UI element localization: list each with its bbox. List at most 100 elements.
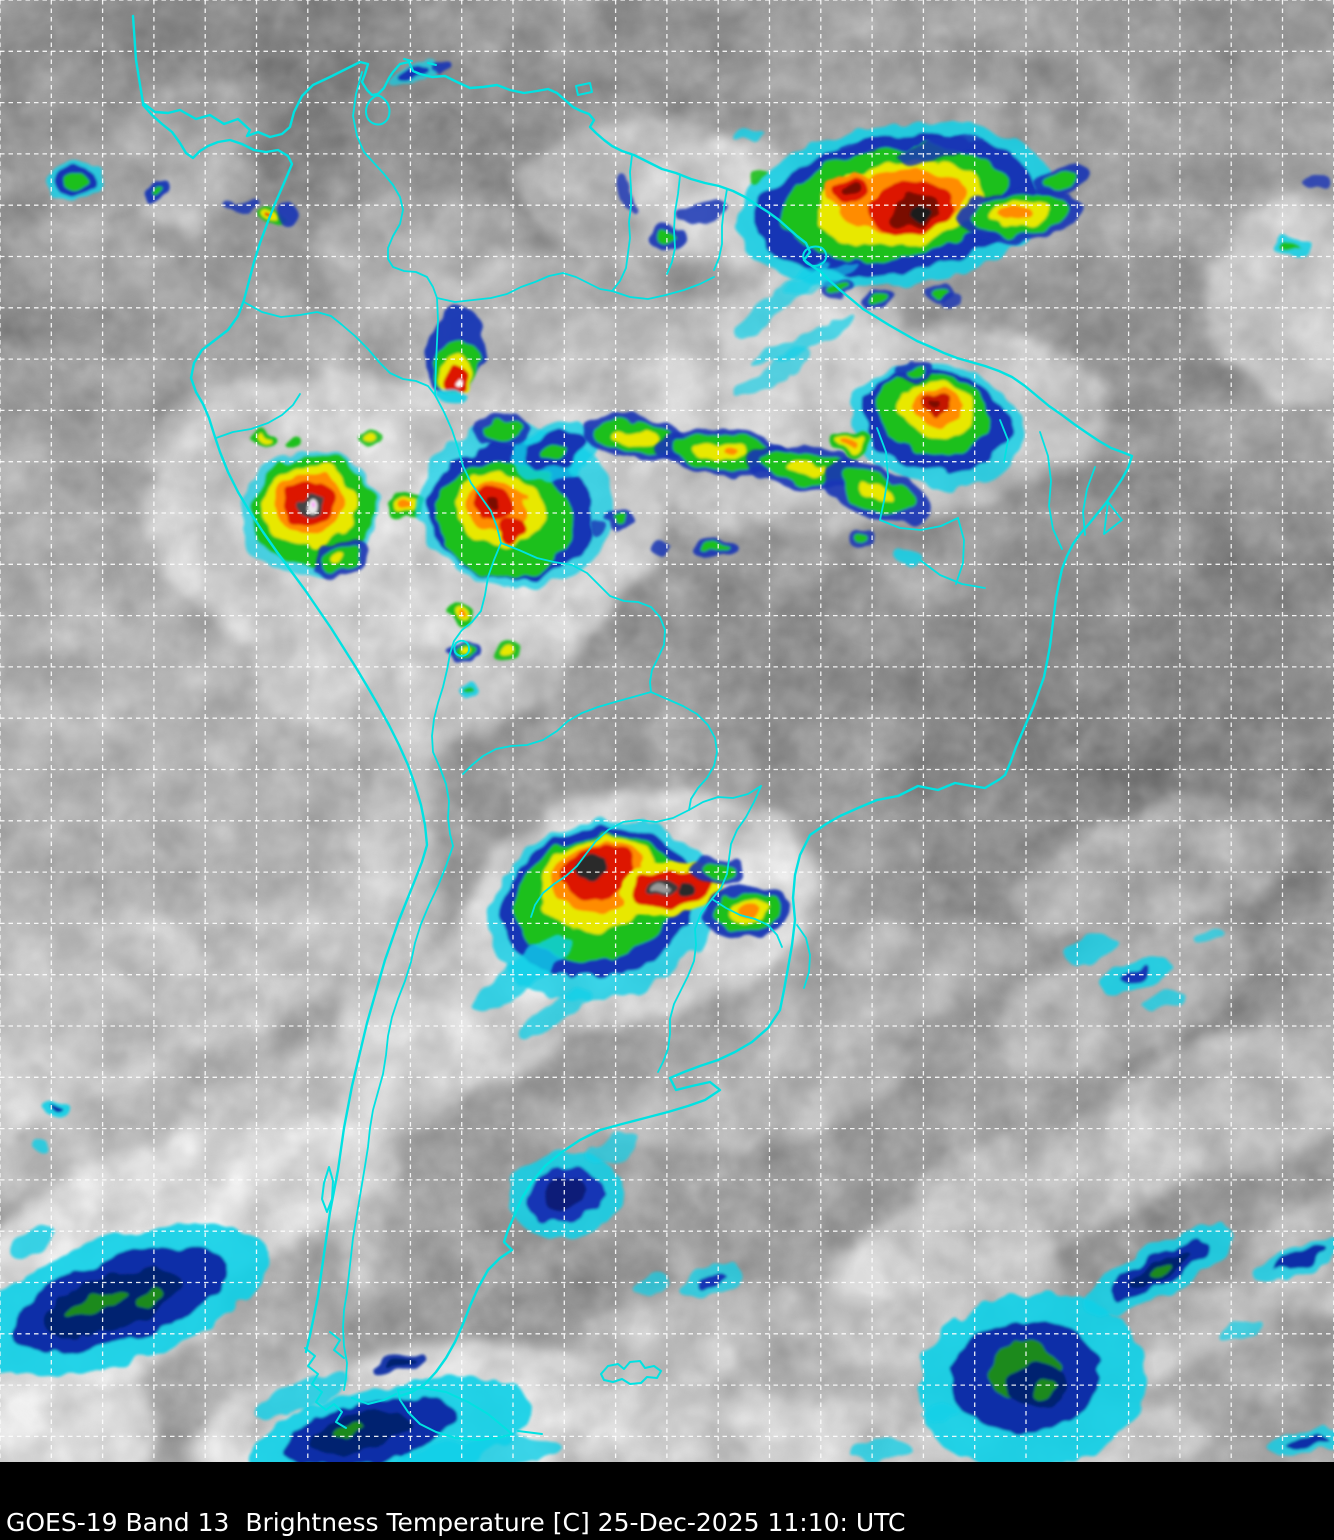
country-border: [711, 898, 783, 948]
island-outline: [453, 639, 471, 657]
storm-cell: [650, 540, 670, 552]
island-outline: [517, 1430, 543, 1435]
country-border: [611, 276, 715, 300]
storm-cell: [673, 202, 727, 226]
country-border: [434, 297, 439, 396]
island-outline: [802, 245, 828, 267]
caption-bar: GOES-19 Band 13 Brightness Temperature […: [0, 1462, 1334, 1540]
storm-cell: [850, 1438, 914, 1462]
country-border: [1039, 431, 1063, 550]
storm-cell: [631, 1275, 673, 1297]
country-border: [955, 517, 965, 585]
country-border: [434, 394, 502, 544]
country-border: [666, 175, 681, 275]
storm-cell: [223, 200, 241, 212]
storm-cell: [461, 683, 483, 697]
storm-cell: [940, 293, 964, 307]
coastline: [141, 103, 429, 1354]
country-border: [243, 301, 342, 325]
storm-cell: [30, 1140, 50, 1152]
storm-cell: [238, 201, 258, 215]
storm-cell: [428, 62, 448, 74]
coastline-borders-layer: [131, 14, 1134, 1441]
storm-cell: [586, 521, 606, 533]
island-outline: [575, 82, 593, 96]
country-border: [711, 785, 762, 900]
storm-cell: [358, 430, 382, 444]
storm-cell: [507, 1152, 623, 1238]
island-outline: [329, 1331, 345, 1359]
storm-cell: [370, 1351, 426, 1375]
storm-cell: [1142, 989, 1188, 1011]
storm-cell: [1219, 1321, 1261, 1343]
storm-cell: [751, 170, 769, 182]
country-border: [436, 272, 613, 303]
storm-cell: [254, 431, 276, 445]
country-border: [796, 924, 811, 989]
country-border: [340, 323, 436, 396]
storm-cell: [896, 136, 980, 162]
storm-cell: [890, 548, 920, 564]
island-outline: [304, 1347, 347, 1429]
storm-cell: [846, 531, 878, 549]
storm-cell: [849, 363, 1024, 487]
country-border: [1103, 501, 1123, 535]
satellite-image: [0, 0, 1334, 1462]
storm-cell: [398, 1438, 562, 1462]
storm-cell: [833, 432, 867, 454]
storm-cell: [606, 512, 634, 528]
storm-cell: [388, 62, 436, 86]
island-outline: [321, 1166, 334, 1213]
island-outline: [364, 94, 391, 126]
country-border: [530, 809, 690, 918]
country-border: [611, 154, 633, 292]
island-outline: [403, 58, 437, 66]
country-border: [342, 845, 454, 1391]
storm-cell: [840, 140, 884, 154]
country-border: [462, 691, 652, 775]
island-outline: [600, 1360, 662, 1385]
storm-cell: [746, 445, 866, 491]
storm-cell: [751, 317, 853, 367]
island-outline: [351, 1393, 397, 1405]
country-border: [215, 393, 301, 439]
storm-cell: [45, 161, 105, 199]
storm-cell: [1273, 237, 1307, 257]
storm-cell: [0, 1224, 269, 1376]
storm-cell: [649, 226, 687, 250]
coastline: [131, 14, 1134, 1398]
storm-cell: [705, 884, 791, 940]
storm-cell: [958, 187, 1082, 241]
storm-cell: [923, 1403, 957, 1421]
storm-cell: [284, 439, 300, 449]
country-border: [713, 188, 728, 271]
storm-cell: [1306, 175, 1330, 189]
storm-cell: [40, 1101, 70, 1119]
country-border: [431, 542, 502, 847]
storm-cell: [1195, 930, 1225, 946]
storm-cell: [311, 540, 369, 580]
storm-cell: [519, 988, 593, 1036]
storm-cell: [782, 263, 858, 297]
storm-cell: [1256, 1238, 1334, 1282]
storm-cell: [897, 361, 933, 383]
country-border: [657, 898, 713, 1073]
country-border: [688, 785, 762, 811]
caption-text: GOES-19 Band 13 Brightness Temperature […: [6, 1507, 906, 1537]
storm-cell: [143, 178, 173, 202]
storm-cell: [826, 175, 878, 207]
country-border: [876, 427, 889, 521]
storm-cell: [426, 306, 484, 405]
storm-cell: [6, 1225, 54, 1259]
country-border: [919, 559, 986, 589]
storm-cell: [280, 201, 296, 225]
country-border: [999, 419, 1009, 463]
island-outline: [397, 1387, 513, 1441]
country-border: [352, 71, 438, 299]
storm-cell: [1034, 166, 1090, 194]
storm-cell: [862, 287, 898, 309]
country-border: [879, 517, 959, 531]
storm-cell: [736, 350, 808, 398]
storm-cell: [384, 490, 426, 520]
